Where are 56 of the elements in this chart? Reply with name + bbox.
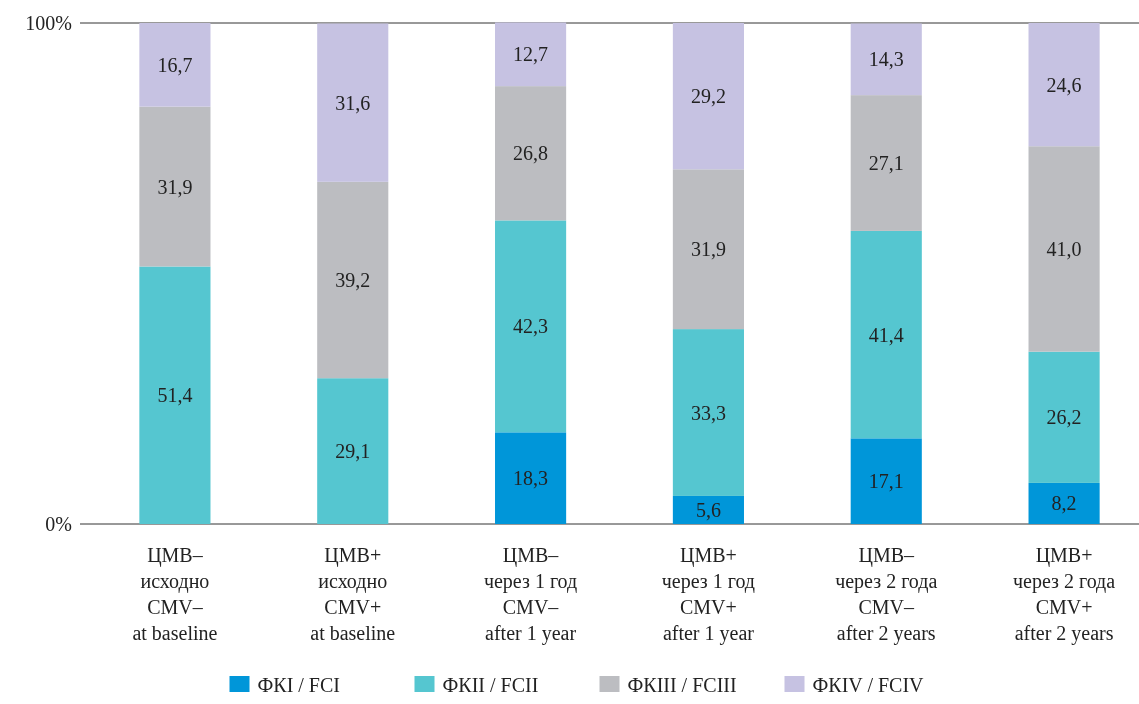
bar	[139, 266, 211, 524]
data-label: 17,1	[868, 470, 904, 493]
bar	[850, 95, 922, 231]
data-label: 8,2	[1051, 492, 1077, 515]
bar	[317, 181, 389, 379]
bar	[317, 378, 389, 524]
bar	[850, 230, 922, 439]
data-label: 41,4	[868, 323, 904, 346]
data-label: 18,3	[513, 467, 549, 490]
legend-label: ФКIII / FCIII	[627, 674, 737, 696]
y-tick-label: 100%	[25, 12, 72, 34]
data-label: 31,9	[690, 238, 726, 261]
bar	[672, 23, 744, 170]
data-label: 14,3	[868, 48, 904, 71]
data-label: 12,7	[513, 43, 549, 66]
x-tick-label: ЦМВ– через 2 года CMV– after 2 years	[835, 544, 938, 645]
data-label: 29,1	[335, 440, 371, 463]
bar	[495, 220, 567, 433]
x-tick-label: ЦМВ+ через 1 год CMV+ after 1 year	[661, 544, 756, 645]
x-tick-label: ЦМВ+ исходно CMV+ at baseline	[310, 544, 396, 644]
data-label: 41,0	[1046, 237, 1082, 260]
bar	[1028, 482, 1100, 524]
data-label: 39,2	[335, 269, 371, 292]
data-label: 24,6	[1046, 73, 1082, 96]
bar	[672, 329, 744, 496]
data-label: 31,9	[157, 175, 193, 198]
bar	[495, 86, 567, 221]
bar	[139, 106, 211, 267]
data-label: 42,3	[513, 315, 549, 338]
x-tick-label: ЦМВ– исходно CMV– at baseline	[132, 544, 218, 644]
data-label: 26,8	[513, 142, 549, 165]
bar	[1028, 351, 1100, 483]
data-label: 29,2	[690, 85, 726, 108]
legend-label: ФКIV / FCIV	[812, 674, 925, 696]
bar	[850, 23, 922, 96]
bar	[317, 23, 389, 182]
data-label: 5,6	[695, 498, 721, 521]
bar	[1028, 146, 1100, 352]
data-label: 26,2	[1046, 406, 1082, 429]
bar	[495, 22, 567, 87]
bar	[850, 438, 922, 524]
legend-label: ФКII / FCII	[442, 674, 539, 696]
bar	[672, 169, 744, 330]
bar	[495, 432, 567, 524]
data-label: 16,7	[157, 53, 193, 76]
bar	[1028, 23, 1100, 147]
data-label: 51,4	[157, 384, 193, 407]
legend-label: ФКI / FCI	[257, 674, 340, 696]
x-tick-label: ЦМВ+ через 2 года CMV+ after 2 years	[1013, 544, 1116, 645]
data-label: 31,6	[335, 91, 371, 114]
bar	[139, 23, 211, 107]
x-tick-label: ЦМВ– через 1 год CMV– after 1 year	[483, 544, 578, 645]
data-label: 33,3	[690, 401, 726, 424]
bar	[672, 495, 744, 524]
data-label: 27,1	[868, 152, 904, 175]
y-tick-label: 0%	[45, 513, 72, 535]
